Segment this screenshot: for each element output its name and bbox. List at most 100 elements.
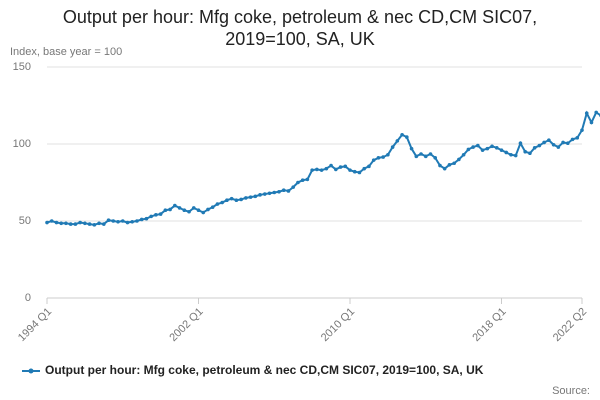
- x-tick-label: 2018 Q1: [470, 306, 508, 344]
- data-point: [338, 165, 343, 169]
- data-point: [348, 168, 352, 172]
- data-point: [386, 152, 390, 157]
- data-point: [116, 219, 120, 224]
- data-point: [352, 169, 357, 174]
- data-point: [296, 180, 300, 185]
- data-point: [504, 150, 509, 155]
- data-point: [371, 158, 376, 162]
- data-point: [565, 141, 570, 146]
- data-point: [258, 193, 262, 197]
- data-point: [395, 139, 400, 143]
- data-point: [556, 145, 561, 149]
- data-point: [291, 185, 295, 189]
- data-point: [120, 219, 125, 223]
- data-point: [154, 213, 158, 217]
- data-point: [405, 135, 409, 139]
- data-point: [485, 146, 490, 151]
- data-point: [513, 153, 518, 158]
- data-point: [542, 140, 546, 145]
- data-point: [210, 205, 215, 209]
- data-point: [87, 222, 92, 226]
- data-point: [457, 157, 461, 162]
- data-point: [45, 220, 49, 225]
- data-point: [54, 220, 59, 225]
- data-point: [580, 128, 584, 132]
- data-point: [551, 142, 556, 147]
- data-point: [201, 210, 206, 215]
- data-point: [234, 198, 239, 203]
- data-point: [78, 220, 82, 225]
- data-point: [253, 194, 258, 199]
- data-point: [433, 156, 438, 160]
- data-point: [367, 164, 371, 169]
- data-point: [158, 212, 163, 216]
- chart-subtitle: Index, base year = 100: [10, 46, 122, 58]
- data-point: [272, 190, 277, 195]
- data-point: [561, 140, 565, 145]
- data-point: [135, 219, 139, 223]
- data-point: [409, 146, 414, 151]
- data-point: [523, 149, 527, 154]
- data-point: [68, 222, 73, 226]
- data-point: [329, 163, 333, 168]
- data-point: [428, 152, 433, 156]
- data-point: [111, 219, 116, 223]
- data-point: [239, 197, 243, 202]
- data-point: [357, 170, 362, 175]
- data-point: [499, 148, 504, 152]
- data-point: [286, 189, 291, 193]
- y-tick-label: 50: [19, 215, 31, 227]
- data-point: [509, 152, 513, 157]
- data-point: [125, 220, 130, 225]
- data-point: [490, 144, 494, 149]
- data-point: [575, 136, 580, 140]
- data-point: [182, 208, 187, 213]
- data-point: [168, 207, 172, 212]
- data-point: [447, 162, 452, 167]
- data-point: [64, 221, 68, 226]
- x-tick-label: 1994 Q1: [16, 306, 54, 344]
- data-point: [589, 120, 594, 125]
- data-point: [97, 221, 101, 226]
- data-point: [362, 166, 367, 171]
- data-point: [173, 203, 177, 208]
- series-line: [46, 110, 600, 226]
- data-point: [547, 138, 551, 142]
- source: Source:: [552, 385, 590, 397]
- data-point: [229, 196, 234, 201]
- data-point: [584, 111, 589, 115]
- data-point: [277, 189, 281, 194]
- y-tick-label: 0: [25, 292, 31, 304]
- data-point: [139, 217, 144, 222]
- data-point: [480, 148, 485, 152]
- data-point: [59, 221, 64, 226]
- data-point: [343, 164, 348, 169]
- data-point: [376, 156, 381, 160]
- legend-marker: [28, 368, 34, 374]
- data-point: [494, 146, 499, 150]
- data-point: [248, 195, 253, 199]
- data-point: [130, 219, 135, 224]
- data-point: [414, 154, 419, 159]
- data-point: [281, 188, 286, 192]
- data-point: [400, 132, 404, 137]
- data-point: [262, 192, 267, 196]
- data-point: [305, 177, 310, 182]
- data-point: [73, 222, 78, 226]
- legend-label: Output per hour: Mfg coke, petroleum & n…: [45, 363, 484, 377]
- data-point: [267, 191, 272, 196]
- data-point: [300, 178, 305, 182]
- x-tick-label: 2022 Q2: [551, 306, 589, 344]
- data-point: [570, 137, 575, 142]
- data-point: [244, 196, 248, 200]
- data-point: [319, 168, 324, 172]
- data-point: [187, 209, 191, 214]
- data-point: [49, 219, 54, 223]
- data-point: [83, 221, 87, 226]
- data-point: [215, 202, 220, 206]
- data-point: [334, 167, 338, 172]
- data-point: [461, 152, 466, 157]
- data-point: [594, 110, 599, 115]
- data-point: [315, 167, 319, 172]
